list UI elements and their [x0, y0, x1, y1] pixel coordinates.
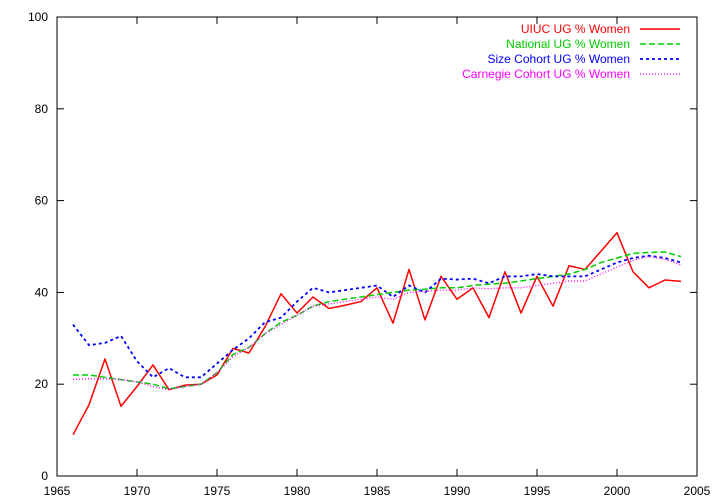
- x-tick-label: 1980: [284, 484, 311, 498]
- series-line-2: [73, 251, 682, 390]
- x-tick-label: 1965: [44, 484, 71, 498]
- legend-label-3: Size Cohort UG % Women: [488, 52, 631, 66]
- x-tick-label: 1990: [444, 484, 471, 498]
- legend-label-2: National UG % Women: [506, 37, 630, 51]
- legend-label-1: UIUC UG % Women: [521, 22, 630, 36]
- y-tick-label: 40: [35, 285, 49, 299]
- legend-label-4: Carnegie Cohort UG % Women: [462, 67, 630, 81]
- x-tick-label: 1995: [524, 484, 551, 498]
- series-line-4: [72, 255, 682, 391]
- y-tick-label: 0: [41, 469, 48, 483]
- y-tick-label: 60: [35, 194, 49, 208]
- x-tick-label: 1970: [124, 484, 151, 498]
- x-tick-label: 2005: [684, 484, 711, 498]
- series-lines: [72, 231, 682, 436]
- y-axis: 0 20 40 60 80 100: [28, 10, 697, 483]
- x-axis: 1965 1970 1975 1980 1985 1990 1995 2000 2005: [44, 17, 711, 498]
- y-tick-label: 20: [35, 377, 49, 391]
- series-line-3: [72, 254, 682, 379]
- x-tick-label: 2000: [604, 484, 631, 498]
- plot-frame: [56, 16, 698, 477]
- y-tick-label: 80: [35, 102, 49, 116]
- series-line-1: [72, 231, 682, 436]
- x-tick-label: 1975: [204, 484, 231, 498]
- x-tick-label: 1985: [364, 484, 391, 498]
- y-tick-label: 100: [28, 10, 48, 24]
